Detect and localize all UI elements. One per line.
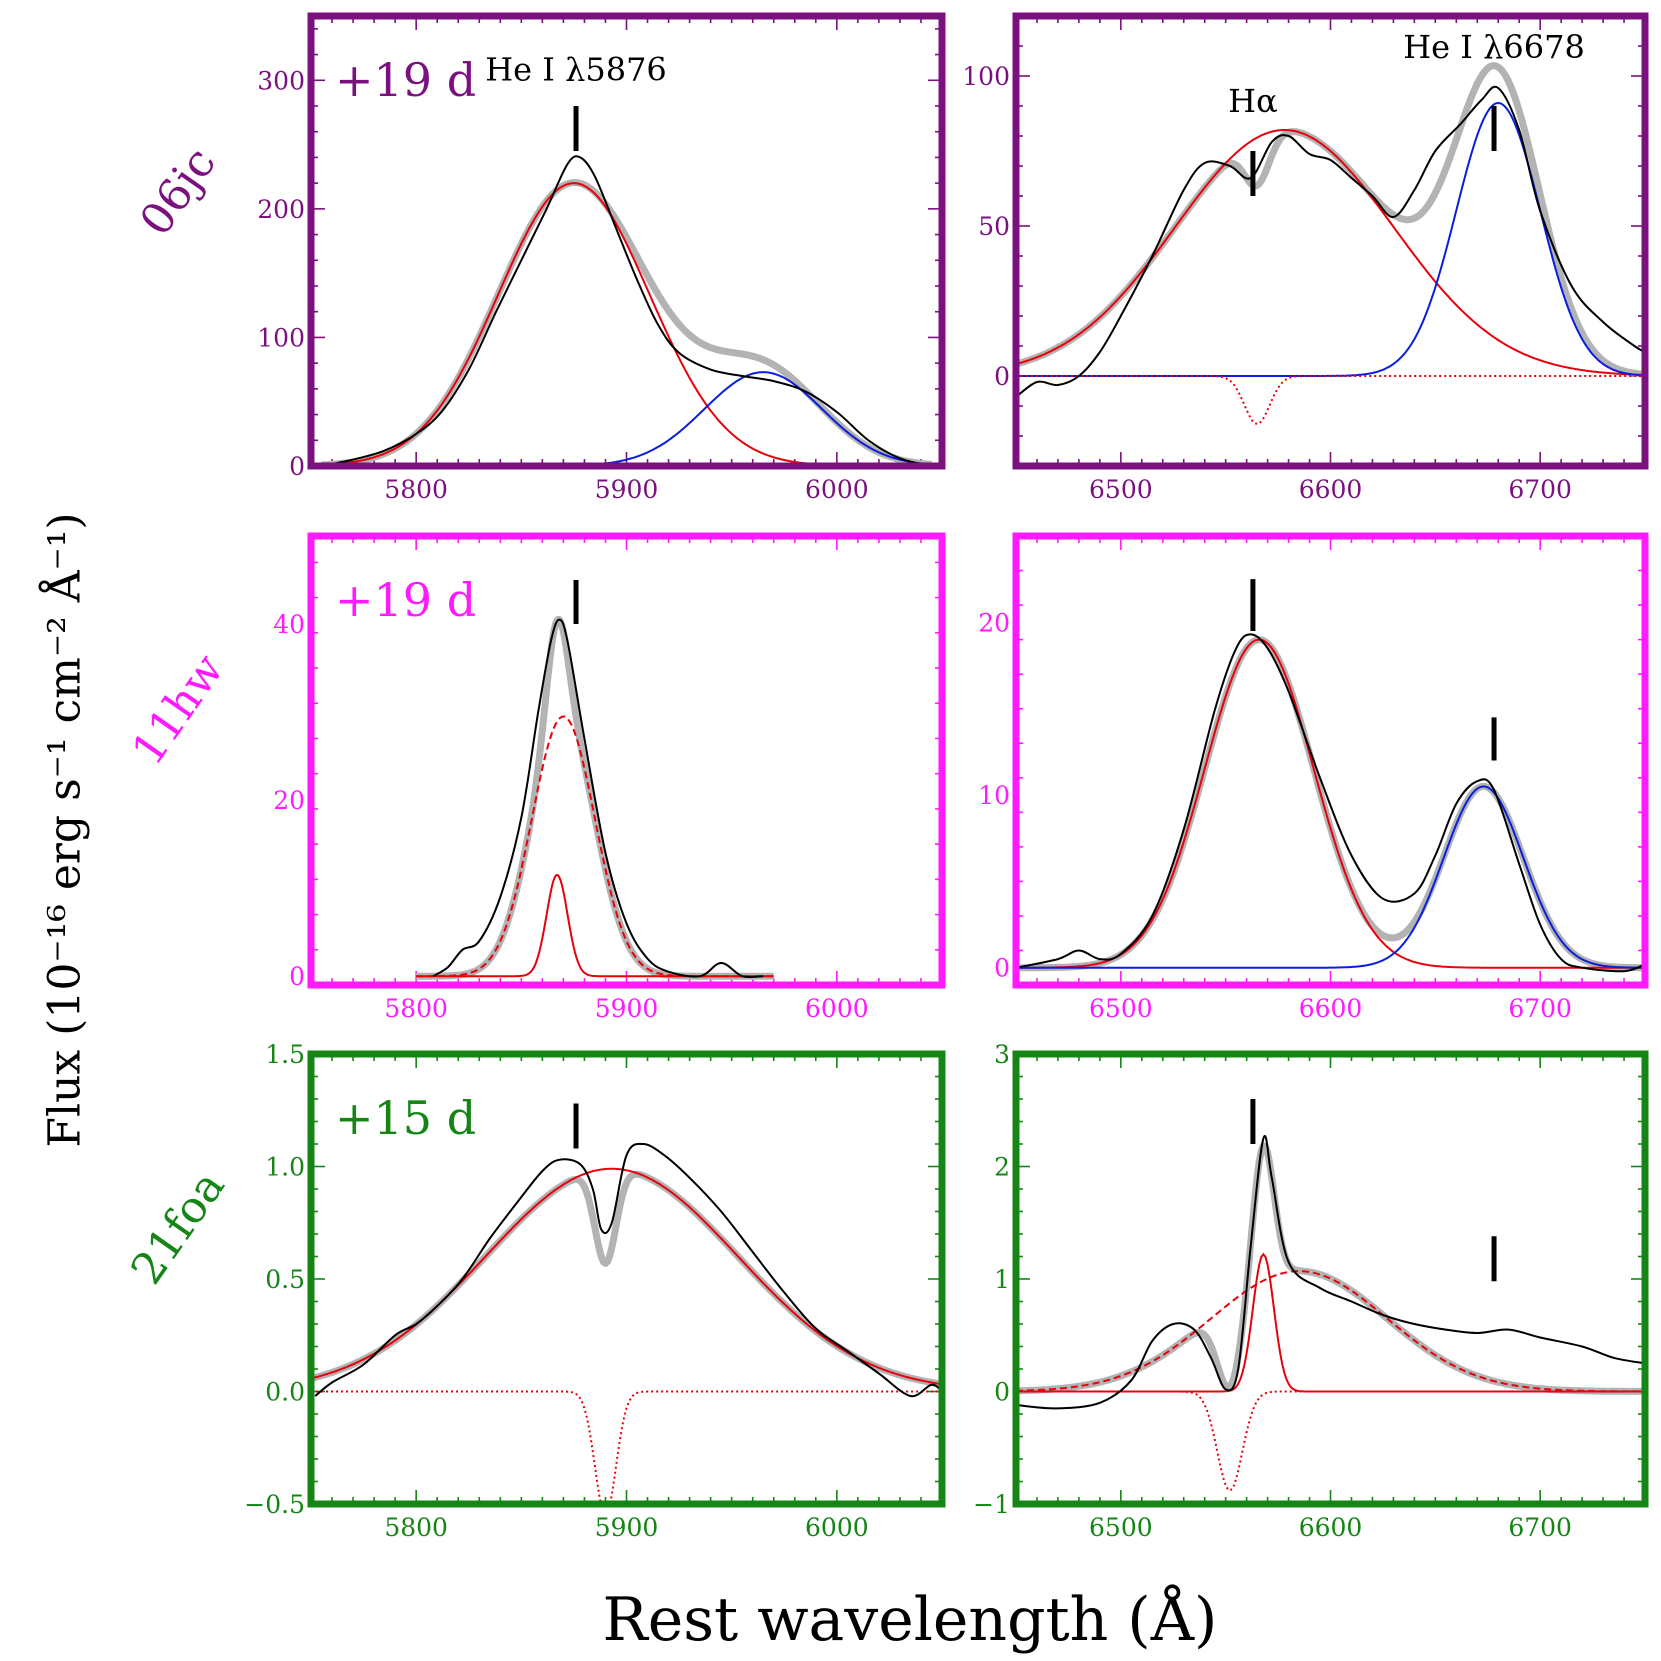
y-tick-label: 0: [289, 452, 305, 481]
y-tick-label: 0: [994, 1378, 1010, 1407]
y-tick-label: 300: [257, 66, 305, 95]
x-tick-label: 6500: [1089, 994, 1153, 1023]
x-tick-label: 6700: [1508, 1513, 1572, 1542]
x-tick-label: 5900: [595, 1513, 659, 1542]
x-tick-label: 6600: [1299, 994, 1363, 1023]
y-tick-label: 50: [978, 212, 1010, 241]
y-tick-label: 100: [257, 323, 305, 352]
x-tick-label: 5800: [384, 994, 448, 1023]
epoch-label: +15 d: [335, 1091, 476, 1145]
component-curve-he-i-6678: [1016, 785, 1645, 969]
line-annotation: He I λ6678: [1403, 28, 1585, 66]
observed-spectrum: [314, 1142, 942, 1398]
data-layer: [311, 155, 942, 466]
y-tick-label: 0.0: [265, 1378, 305, 1407]
component-curve-absorption: [1016, 1390, 1645, 1492]
x-tick-label: 5900: [595, 994, 659, 1023]
x-axis-label: Rest wavelength (Å): [603, 1584, 1218, 1655]
y-tick-label: 0: [994, 362, 1010, 391]
y-tick-label: 0: [289, 962, 305, 991]
y-tick-label: 2: [994, 1153, 1010, 1182]
data-layer: [1016, 62, 1645, 426]
panel-21foa-halpha: 6500 6600 6700 −1 0 1 2 3: [973, 1040, 1649, 1542]
x-tick-label: 6000: [805, 475, 869, 504]
component-curve-narrow: [416, 873, 774, 978]
model-fit-curve: [1016, 1142, 1645, 1395]
x-tick-label: 6700: [1508, 475, 1572, 504]
y-axis-label: Flux (10⁻¹⁶ erg s⁻¹ cm⁻² Å⁻¹): [38, 512, 91, 1147]
epoch-label: +19 d: [335, 573, 476, 627]
x-tick-label: 6500: [1089, 1513, 1153, 1542]
data-layer: [1016, 633, 1645, 973]
x-tick-label: 6500: [1089, 475, 1153, 504]
x-tick-label: 5800: [384, 475, 448, 504]
y-tick-label: 3: [994, 1040, 1010, 1069]
y-tick-label: 20: [273, 786, 305, 815]
component-curve-broad-he-i: [311, 182, 942, 466]
x-tick-label: 6600: [1299, 475, 1363, 504]
y-tick-label: 100: [962, 62, 1010, 91]
model-fit-curve: [1016, 62, 1645, 378]
observed-spectrum: [1016, 1134, 1645, 1410]
observed-spectrum: [321, 155, 932, 466]
x-tick-label: 6000: [805, 994, 869, 1023]
panel-11hw-he5876: 5800 5900 6000 0 20 40 +19 d 11hw: [122, 532, 946, 1023]
x-tick-label: 6600: [1299, 1513, 1363, 1542]
y-tick-label: 1.5: [265, 1040, 305, 1069]
y-tick-label: 10: [978, 781, 1010, 810]
panel-frame: [1012, 1050, 1649, 1508]
line-annotation: He I λ5876: [485, 50, 667, 88]
panel-21foa-he5876: 5800 5900 6000 −0.5 0.0 0.5 1.0 1.5 +15 d 21foa: [121, 1040, 946, 1542]
y-tick-label: −0.5: [244, 1490, 305, 1519]
component-curve-absorption: [311, 1390, 942, 1504]
y-tick-label: −1: [973, 1490, 1010, 1519]
panel-11hw-halpha: 6500 6600 6700 0 10 20: [978, 532, 1649, 1023]
object-label-21foa: 21foa: [121, 1162, 234, 1294]
model-fit-curve: [320, 179, 933, 466]
component-curve-absorption: [1016, 375, 1645, 426]
y-tick-label: 20: [978, 608, 1010, 637]
panel-frame: [307, 532, 946, 989]
observed-spectrum: [432, 618, 764, 979]
x-tick-label: 5800: [384, 1513, 448, 1542]
data-layer: [311, 1142, 942, 1504]
y-tick-label: 0: [994, 954, 1010, 983]
y-tick-label: 1: [994, 1265, 1010, 1294]
component-curve-blue-component: [311, 371, 942, 466]
y-tick-label: 1.0: [265, 1153, 305, 1182]
panel-frame: [307, 12, 946, 470]
x-tick-label: 6000: [805, 1513, 869, 1542]
y-tick-label: 40: [273, 610, 305, 639]
x-tick-label: 6700: [1508, 994, 1572, 1023]
panel-frame: [307, 1050, 946, 1508]
object-label-06jc: 06jc: [130, 138, 226, 244]
observed-spectrum: [1016, 85, 1645, 398]
component-curve-broad: [1016, 1270, 1645, 1393]
panel-06jc-halpha: 6500 6600 6700 0 50 100 Hα He I λ6678: [962, 12, 1649, 504]
y-tick-label: 0.5: [265, 1265, 305, 1294]
panel-06jc-he5876: 5800 5900 6000 0 100 200 300 He I λ5876+19 d 06j…: [130, 12, 946, 504]
epoch-label: +19 d: [335, 53, 476, 107]
data-layer: [413, 615, 776, 980]
object-label-11hw: 11hw: [122, 645, 234, 774]
data-layer: [1016, 1134, 1645, 1492]
component-curve-broad-h-: [1016, 129, 1645, 376]
panel-frame: [1012, 12, 1649, 470]
x-tick-label: 5900: [595, 475, 659, 504]
panel-frame: [1012, 532, 1649, 989]
observed-spectrum: [1016, 633, 1645, 973]
component-curve-broad: [416, 715, 774, 978]
line-annotation: Hα: [1228, 82, 1278, 120]
y-tick-label: 200: [257, 195, 305, 224]
